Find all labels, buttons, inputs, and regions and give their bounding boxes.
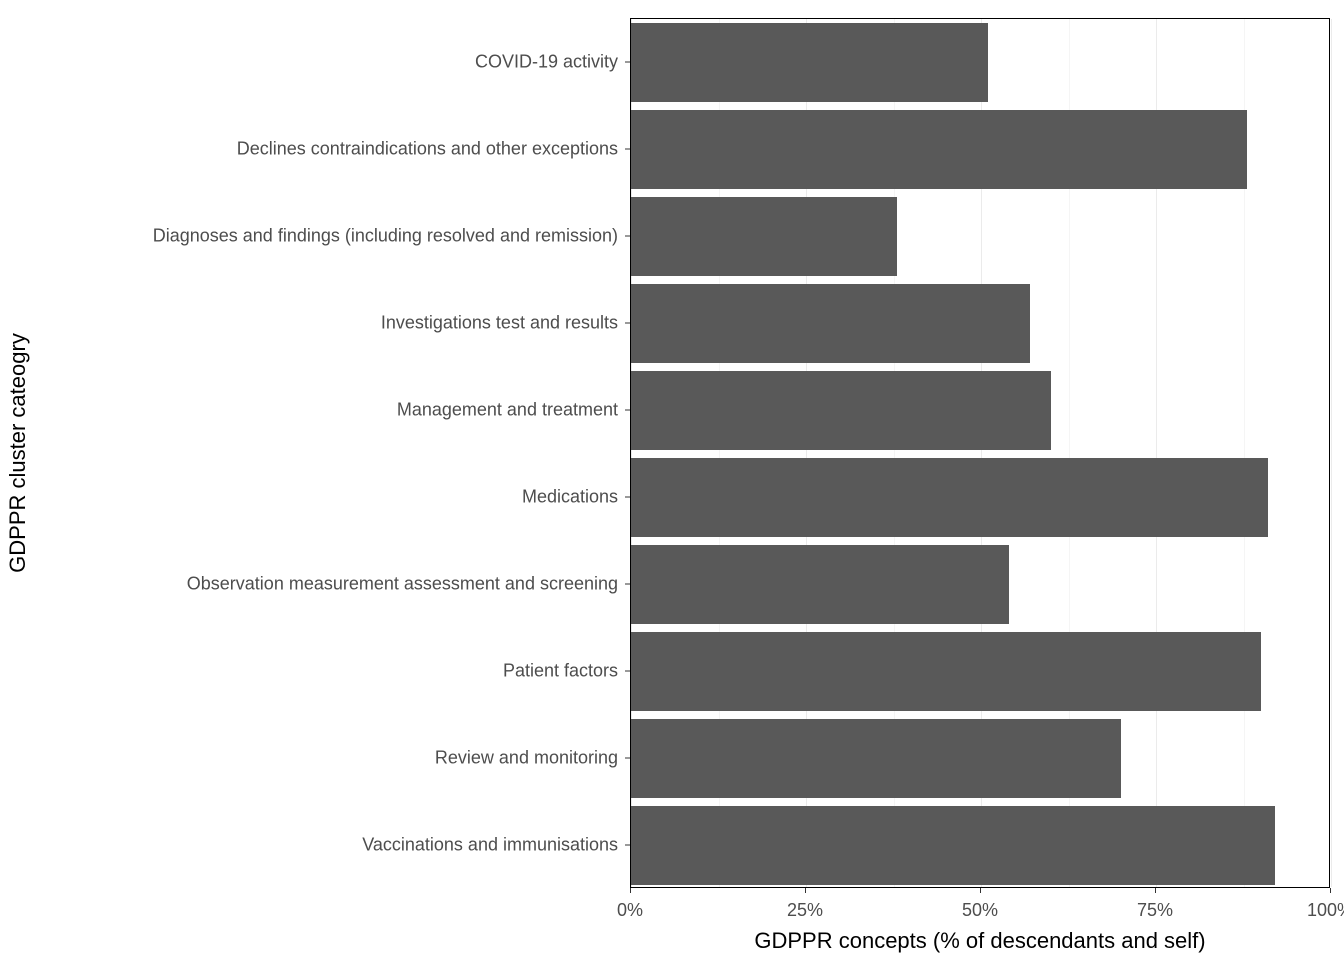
y-tick: [625, 322, 630, 323]
y-axis-title: GDPPR cluster cateogry: [5, 333, 31, 573]
bar-row: [631, 719, 1329, 797]
bar: [631, 284, 1030, 362]
x-tick: [1155, 888, 1156, 893]
x-tick-label: 50%: [962, 900, 998, 921]
bar-row: [631, 23, 1329, 101]
bar: [631, 23, 988, 101]
bar-row: [631, 632, 1329, 710]
y-tick: [625, 409, 630, 410]
y-category-label: Review and monitoring: [435, 747, 618, 768]
x-tick-label: 25%: [787, 900, 823, 921]
bar-row: [631, 284, 1329, 362]
y-category-label: Observation measurement assessment and s…: [187, 573, 618, 594]
y-tick: [625, 496, 630, 497]
y-tick: [625, 844, 630, 845]
y-tick: [625, 670, 630, 671]
x-tick: [980, 888, 981, 893]
y-category-label: Vaccinations and immunisations: [362, 834, 618, 855]
plot-area: [630, 18, 1330, 888]
bar: [631, 806, 1275, 884]
y-category-label: Diagnoses and findings (including resolv…: [153, 225, 618, 246]
x-tick-label: 0%: [617, 900, 643, 921]
y-category-label: COVID-19 activity: [475, 51, 618, 72]
y-category-label: Investigations test and results: [381, 312, 618, 333]
bar: [631, 110, 1247, 188]
bar: [631, 458, 1268, 536]
bar: [631, 197, 897, 275]
bar-row: [631, 458, 1329, 536]
x-tick: [805, 888, 806, 893]
y-tick: [625, 148, 630, 149]
y-tick: [625, 757, 630, 758]
x-tick: [1330, 888, 1331, 893]
bar-row: [631, 806, 1329, 884]
y-category-label: Patient factors: [503, 660, 618, 681]
bar: [631, 371, 1051, 449]
y-tick: [625, 235, 630, 236]
y-tick: [625, 583, 630, 584]
major-gridline: [1331, 19, 1332, 887]
x-axis-title: GDPPR concepts (% of descendants and sel…: [754, 928, 1205, 954]
x-tick-label: 75%: [1137, 900, 1173, 921]
x-tick: [630, 888, 631, 893]
bar-row: [631, 545, 1329, 623]
bar-row: [631, 110, 1329, 188]
bar: [631, 632, 1261, 710]
bar: [631, 545, 1009, 623]
y-tick: [625, 61, 630, 62]
y-category-label: Medications: [522, 486, 618, 507]
y-category-label: Declines contraindications and other exc…: [237, 138, 618, 159]
y-category-label: Management and treatment: [397, 399, 618, 420]
bar: [631, 719, 1121, 797]
x-tick-label: 100%: [1307, 900, 1344, 921]
chart-container: GDPPR cluster cateogry GDPPR concepts (%…: [0, 0, 1344, 960]
bar-row: [631, 197, 1329, 275]
bar-row: [631, 371, 1329, 449]
